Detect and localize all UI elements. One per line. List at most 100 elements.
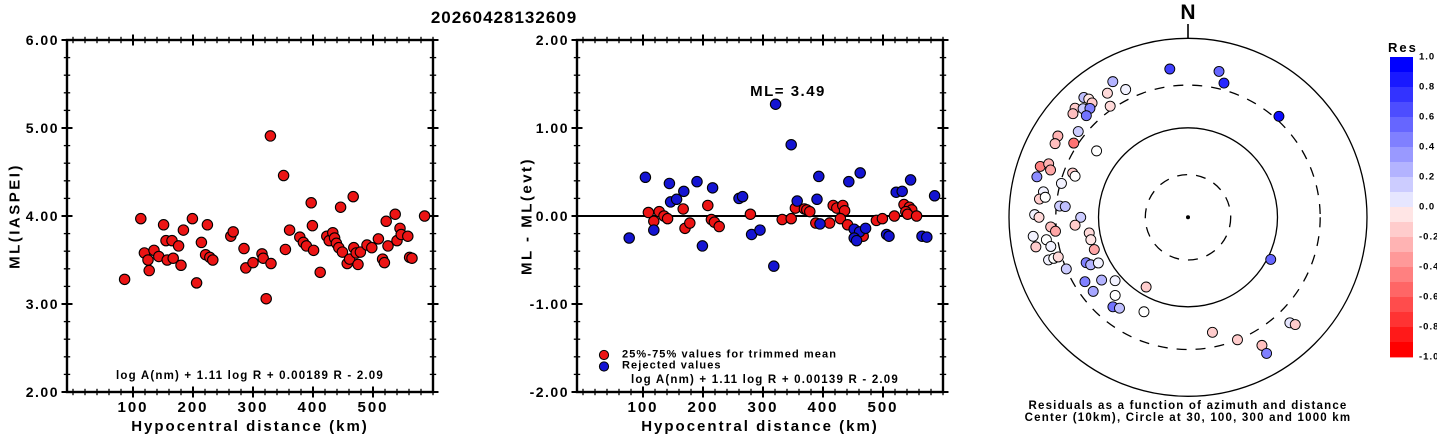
blue-residual-point [904,174,917,186]
azimuth-residual-point [1265,254,1277,265]
middle-y-tick-label: 2.00 [535,32,569,48]
ml-data-point [175,259,187,272]
blue-residual-point [813,170,825,183]
ml-data-point [306,219,319,232]
azimuth-residual-point [1045,241,1057,252]
colorbar-tick-label: -1.0 [1419,351,1437,363]
colorbar-step [1390,57,1413,73]
colorbar-step [1390,282,1413,298]
blue-residual-point [811,193,823,206]
colorbar-step [1390,207,1413,223]
page-title: 20260428132609 [430,8,578,27]
red-residual-point [804,205,816,218]
azimuth-residual-point [1261,347,1273,359]
ml-data-point [283,224,296,236]
ml-data-point [118,273,131,286]
left-x-tick-label: 100 [117,399,149,416]
polar-caption-line1: Residuals as a function of azimuth and d… [1028,400,1348,412]
blue-residual-point [736,190,749,203]
blue-residual-point [859,222,872,235]
colorbar-step [1390,147,1413,163]
colorbar-step [1390,327,1413,343]
middle-x-tick-label: 100 [627,399,659,416]
ml-data-point [167,252,179,264]
colorbar-step [1390,102,1413,118]
azimuth-residual-point [1075,211,1087,223]
red-residual-point [677,203,689,215]
blue-residual-point [648,224,660,236]
ml-data-point [279,243,292,256]
colorbar-tick-label: 0.4 [1419,141,1436,153]
azimuth-residual-point [1045,164,1056,176]
left-regression-formula: log A(nm) + 1.11 log R + 0.00189 R - 2.0… [116,370,384,382]
ml-data-point [406,252,418,264]
ml-data-point [352,258,364,271]
ml-data-point [382,240,394,252]
red-residual-point [785,212,797,225]
left-x-axis-label: Hypocentral distance (km) [131,418,369,435]
azimuth-residual-point [1140,281,1152,293]
azimuth-residual-point [1085,234,1097,246]
colorbar-step [1390,162,1413,178]
colorbar-tick-label: 0.8 [1419,81,1436,93]
ml-data-point [372,233,385,245]
blue-residual-point [696,240,709,252]
azimuth-residual-point [1206,326,1218,338]
ml-data-point [366,241,378,254]
blue-residual-point [854,167,866,179]
blue-residual-point [639,171,652,184]
colorbar-step [1390,222,1413,238]
azimuth-residual-point [1052,251,1064,263]
left-scatter-points [118,130,431,305]
ml-data-point [190,277,203,289]
blue-residual-point [814,218,826,230]
azimuth-residual-point [1050,225,1061,237]
azimuth-residual-point [1232,334,1243,346]
azimuth-residual-point [1027,230,1039,242]
residual-scatter-points [623,98,941,272]
north-label: N [1180,1,1196,24]
blue-residual-point [921,231,933,243]
ml-data-point [177,224,190,236]
azimuth-residual-point [1033,211,1045,223]
azimuth-residual-point [1069,219,1081,231]
colorbar-tick-label: -0.2 [1419,231,1437,243]
left-y-tick-label: 5.00 [25,120,59,136]
ml-data-point [347,190,359,203]
ml-data-point [143,264,155,277]
azimuth-residual-point [1059,201,1071,213]
azimuth-residual-point [1072,126,1084,137]
distance-ring-1000km [1008,37,1368,397]
azimuth-residual-point [1069,170,1081,182]
ml-data-point [380,215,392,228]
middle-x-tick-label: 200 [687,399,719,416]
left-x-tick-label: 200 [177,399,209,416]
azimuth-residual-point [1039,191,1051,203]
polar-caption-line2: Center (10km), Circle at 30, 100, 300 an… [1024,412,1352,424]
azimuth-residual-point [1092,257,1104,269]
ml-data-point [307,244,320,257]
colorbar-tick-label: -0.6 [1419,291,1437,303]
ml-data-point [334,201,347,213]
azimuth-residual-point [1256,339,1268,351]
azimuth-residual-point [1101,87,1113,99]
colorbar-step [1390,252,1413,268]
colorbar-title: Res [1388,40,1418,55]
azimuth-residual-point [1218,77,1230,89]
blue-residual-point [691,175,703,188]
left-y-tick-label: 2.00 [25,384,59,400]
legend-marker-rejected [598,361,610,372]
azimuth-residual-point [1109,275,1121,287]
blue-residual-point [768,260,780,272]
azimuth-residual-point [1068,137,1080,149]
blue-residual-point [663,177,676,190]
legend-label-rejected: Rejected values [622,359,722,372]
middle-regression-formula: log A(nm) + 1.11 log R + 0.00139 R - 2.0… [631,374,899,386]
middle-y-tick-label: 0.00 [535,208,569,224]
left-x-tick-label: 500 [357,399,389,416]
blue-residual-point [896,185,908,198]
red-residual-point [713,220,725,233]
blue-residual-point [843,175,855,188]
